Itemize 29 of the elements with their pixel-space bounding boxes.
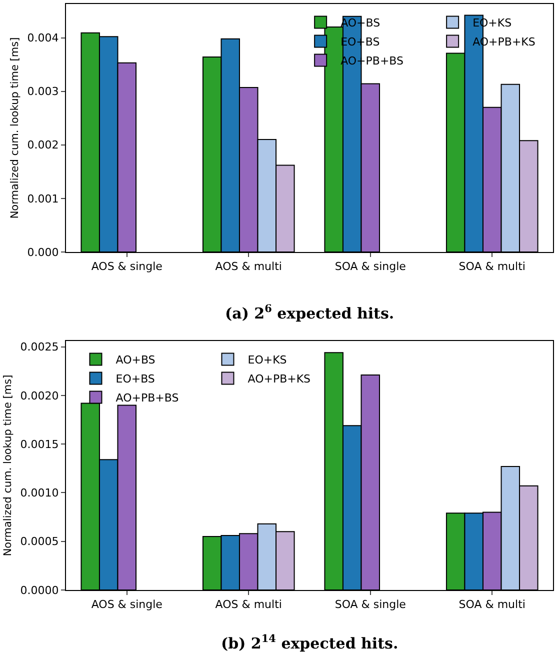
text: (a) 2$^{6}$ expected hits. bbox=[225, 303, 394, 322]
legend-label: EO+BS bbox=[116, 372, 155, 386]
legend-label: AO+PB+KS bbox=[248, 372, 311, 386]
y-tick-label: 0.0005 bbox=[20, 535, 59, 548]
legend-label: AO+BS bbox=[116, 354, 156, 367]
x-tick-label: SOA & single bbox=[334, 260, 406, 274]
x-tick-label: SOA & multi bbox=[458, 598, 526, 612]
text: (b) 2$^{14}$ expected hits. bbox=[221, 633, 398, 652]
y-tick-label: 0.003 bbox=[27, 85, 59, 98]
y-tick-label: 0.0015 bbox=[20, 438, 59, 451]
legend-label: EO+BS bbox=[340, 36, 380, 49]
x-tick-label: SOA & multi bbox=[458, 260, 526, 274]
x-tick-label: AOS & single bbox=[91, 598, 163, 612]
x-tick-label: AOS & single bbox=[91, 260, 163, 274]
y-tick-label: 0.0010 bbox=[20, 486, 59, 500]
y-tick-label: 0.002 bbox=[27, 138, 59, 152]
y-tick-label: 0.0020 bbox=[20, 389, 59, 402]
y-tick-label: 0.0000 bbox=[20, 584, 59, 597]
y-tick-label: 0.0025 bbox=[20, 340, 59, 354]
x-tick-label: AOS & multi bbox=[215, 260, 282, 274]
legend-label: AO+PB+BS bbox=[116, 392, 179, 405]
y-axis-title: Normalized cum. lookup time [ms] bbox=[2, 374, 14, 556]
y-tick-label: 0.004 bbox=[27, 32, 59, 45]
y-tick-label: 0.001 bbox=[27, 192, 59, 206]
y-tick-label: 0.000 bbox=[27, 246, 59, 259]
y-axis-title: Normalized cum. lookup time [ms] bbox=[9, 37, 22, 219]
x-tick-label: SOA & single bbox=[334, 598, 406, 612]
x-tick-label: AOS & multi bbox=[215, 598, 282, 612]
legend-label: EO+KS bbox=[248, 354, 287, 367]
